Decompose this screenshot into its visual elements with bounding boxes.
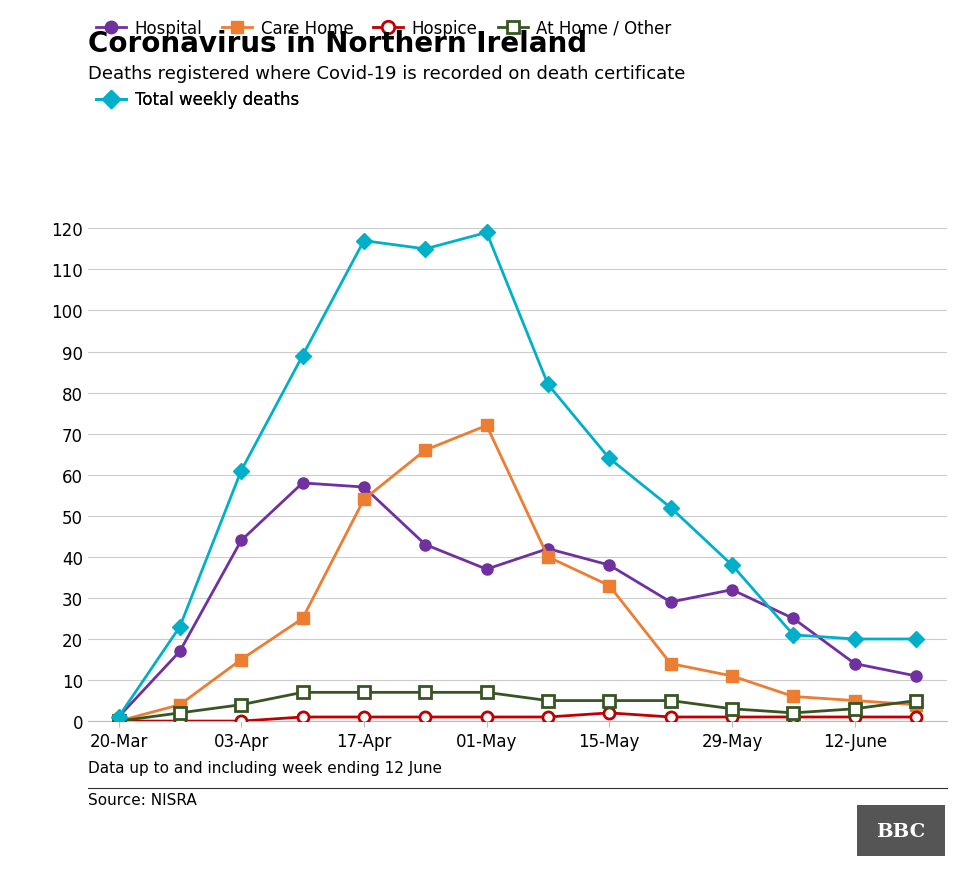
Text: Coronavirus in Northern Ireland: Coronavirus in Northern Ireland (88, 30, 587, 58)
Legend: Total weekly deaths: Total weekly deaths (97, 91, 299, 109)
Text: BBC: BBC (876, 822, 925, 839)
Text: Deaths registered where Covid-19 is recorded on death certificate: Deaths registered where Covid-19 is reco… (88, 65, 685, 83)
Text: Source: NISRA: Source: NISRA (88, 793, 196, 807)
Text: Data up to and including week ending 12 June: Data up to and including week ending 12 … (88, 760, 442, 775)
